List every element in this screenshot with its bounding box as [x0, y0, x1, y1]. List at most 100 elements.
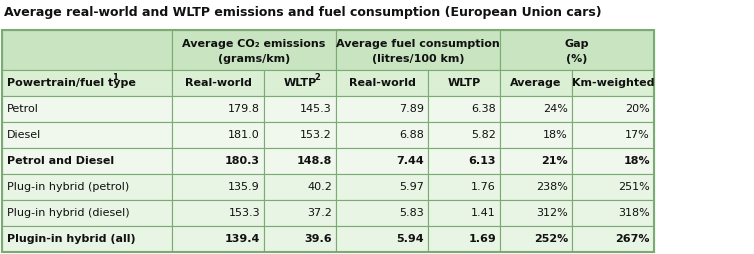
Text: Petrol and Diesel: Petrol and Diesel — [7, 156, 114, 166]
Bar — [500, 122, 572, 148]
Bar — [572, 200, 654, 226]
Bar — [264, 174, 336, 200]
Bar — [428, 70, 500, 96]
Text: 1: 1 — [112, 73, 118, 83]
Text: 2: 2 — [314, 73, 320, 83]
Bar — [572, 226, 654, 252]
Text: WLTP: WLTP — [447, 78, 480, 88]
Text: 17%: 17% — [625, 130, 650, 140]
Bar — [572, 174, 654, 200]
Text: 6.38: 6.38 — [471, 104, 496, 114]
Text: Plug-in hybrid (petrol): Plug-in hybrid (petrol) — [7, 182, 129, 192]
Text: 40.2: 40.2 — [307, 182, 332, 192]
Text: (litres/100 km): (litres/100 km) — [372, 54, 464, 64]
Text: Average fuel consumption: Average fuel consumption — [336, 39, 500, 49]
Text: 251%: 251% — [618, 182, 650, 192]
Text: 148.8: 148.8 — [296, 156, 332, 166]
Text: 5.97: 5.97 — [399, 182, 424, 192]
Text: 6.13: 6.13 — [468, 156, 496, 166]
Text: 318%: 318% — [618, 208, 650, 218]
Text: 179.8: 179.8 — [228, 104, 260, 114]
Bar — [336, 70, 428, 96]
Text: Plugin-in hybrid (all): Plugin-in hybrid (all) — [7, 234, 136, 244]
Bar — [572, 70, 654, 96]
Text: 20%: 20% — [625, 104, 650, 114]
Bar — [2, 30, 654, 252]
Text: 37.2: 37.2 — [307, 208, 332, 218]
Bar — [428, 226, 500, 252]
Bar — [2, 226, 172, 252]
Bar — [172, 96, 264, 122]
Bar — [428, 148, 500, 174]
Bar — [172, 30, 336, 70]
Text: 5.82: 5.82 — [471, 130, 496, 140]
Bar — [264, 148, 336, 174]
Text: 1.76: 1.76 — [471, 182, 496, 192]
Text: 18%: 18% — [624, 156, 650, 166]
Bar — [264, 96, 336, 122]
Bar — [336, 96, 428, 122]
Text: 267%: 267% — [615, 234, 650, 244]
Text: 39.6: 39.6 — [305, 234, 332, 244]
Bar — [264, 122, 336, 148]
Bar — [264, 200, 336, 226]
Text: 5.83: 5.83 — [400, 208, 424, 218]
Bar — [428, 96, 500, 122]
Text: Real-world: Real-world — [185, 78, 251, 88]
Text: 18%: 18% — [543, 130, 568, 140]
Text: 1.41: 1.41 — [471, 208, 496, 218]
Bar — [500, 30, 654, 70]
Text: Average CO₂ emissions: Average CO₂ emissions — [182, 39, 326, 49]
Text: 153.3: 153.3 — [228, 208, 260, 218]
Text: Average: Average — [510, 78, 562, 88]
Text: 21%: 21% — [541, 156, 568, 166]
Bar — [572, 96, 654, 122]
Bar — [428, 200, 500, 226]
Text: 7.44: 7.44 — [397, 156, 424, 166]
Bar — [264, 226, 336, 252]
Bar — [336, 30, 500, 70]
Bar — [172, 70, 264, 96]
Text: 135.9: 135.9 — [228, 182, 260, 192]
Bar — [2, 122, 172, 148]
Bar — [336, 174, 428, 200]
Text: 139.4: 139.4 — [225, 234, 260, 244]
Bar — [2, 174, 172, 200]
Bar — [500, 96, 572, 122]
Text: Diesel: Diesel — [7, 130, 41, 140]
Text: Km-weighted: Km-weighted — [572, 78, 654, 88]
Bar — [2, 30, 172, 70]
Bar — [336, 148, 428, 174]
Bar — [172, 174, 264, 200]
Bar — [2, 200, 172, 226]
Bar — [500, 174, 572, 200]
Bar — [500, 200, 572, 226]
Text: 24%: 24% — [543, 104, 568, 114]
Text: 181.0: 181.0 — [228, 130, 260, 140]
Text: Real-world: Real-world — [348, 78, 415, 88]
Bar — [2, 70, 172, 96]
Bar — [172, 200, 264, 226]
Bar — [500, 148, 572, 174]
Bar — [172, 148, 264, 174]
Text: 153.2: 153.2 — [300, 130, 332, 140]
Bar — [336, 122, 428, 148]
Text: (grams/km): (grams/km) — [218, 54, 290, 64]
Text: Powertrain/fuel type: Powertrain/fuel type — [7, 78, 136, 88]
Text: 180.3: 180.3 — [225, 156, 260, 166]
Bar — [172, 226, 264, 252]
Text: (%): (%) — [566, 54, 587, 64]
Text: 312%: 312% — [536, 208, 568, 218]
Bar — [336, 226, 428, 252]
Bar — [428, 122, 500, 148]
Bar — [172, 122, 264, 148]
Bar — [2, 96, 172, 122]
Text: Average real-world and WLTP emissions and fuel consumption (European Union cars): Average real-world and WLTP emissions an… — [4, 6, 602, 19]
Text: Plug-in hybrid (diesel): Plug-in hybrid (diesel) — [7, 208, 130, 218]
Bar — [500, 70, 572, 96]
Text: Gap: Gap — [565, 39, 589, 49]
Bar — [572, 122, 654, 148]
Text: Petrol: Petrol — [7, 104, 39, 114]
Bar — [500, 226, 572, 252]
Bar — [572, 148, 654, 174]
